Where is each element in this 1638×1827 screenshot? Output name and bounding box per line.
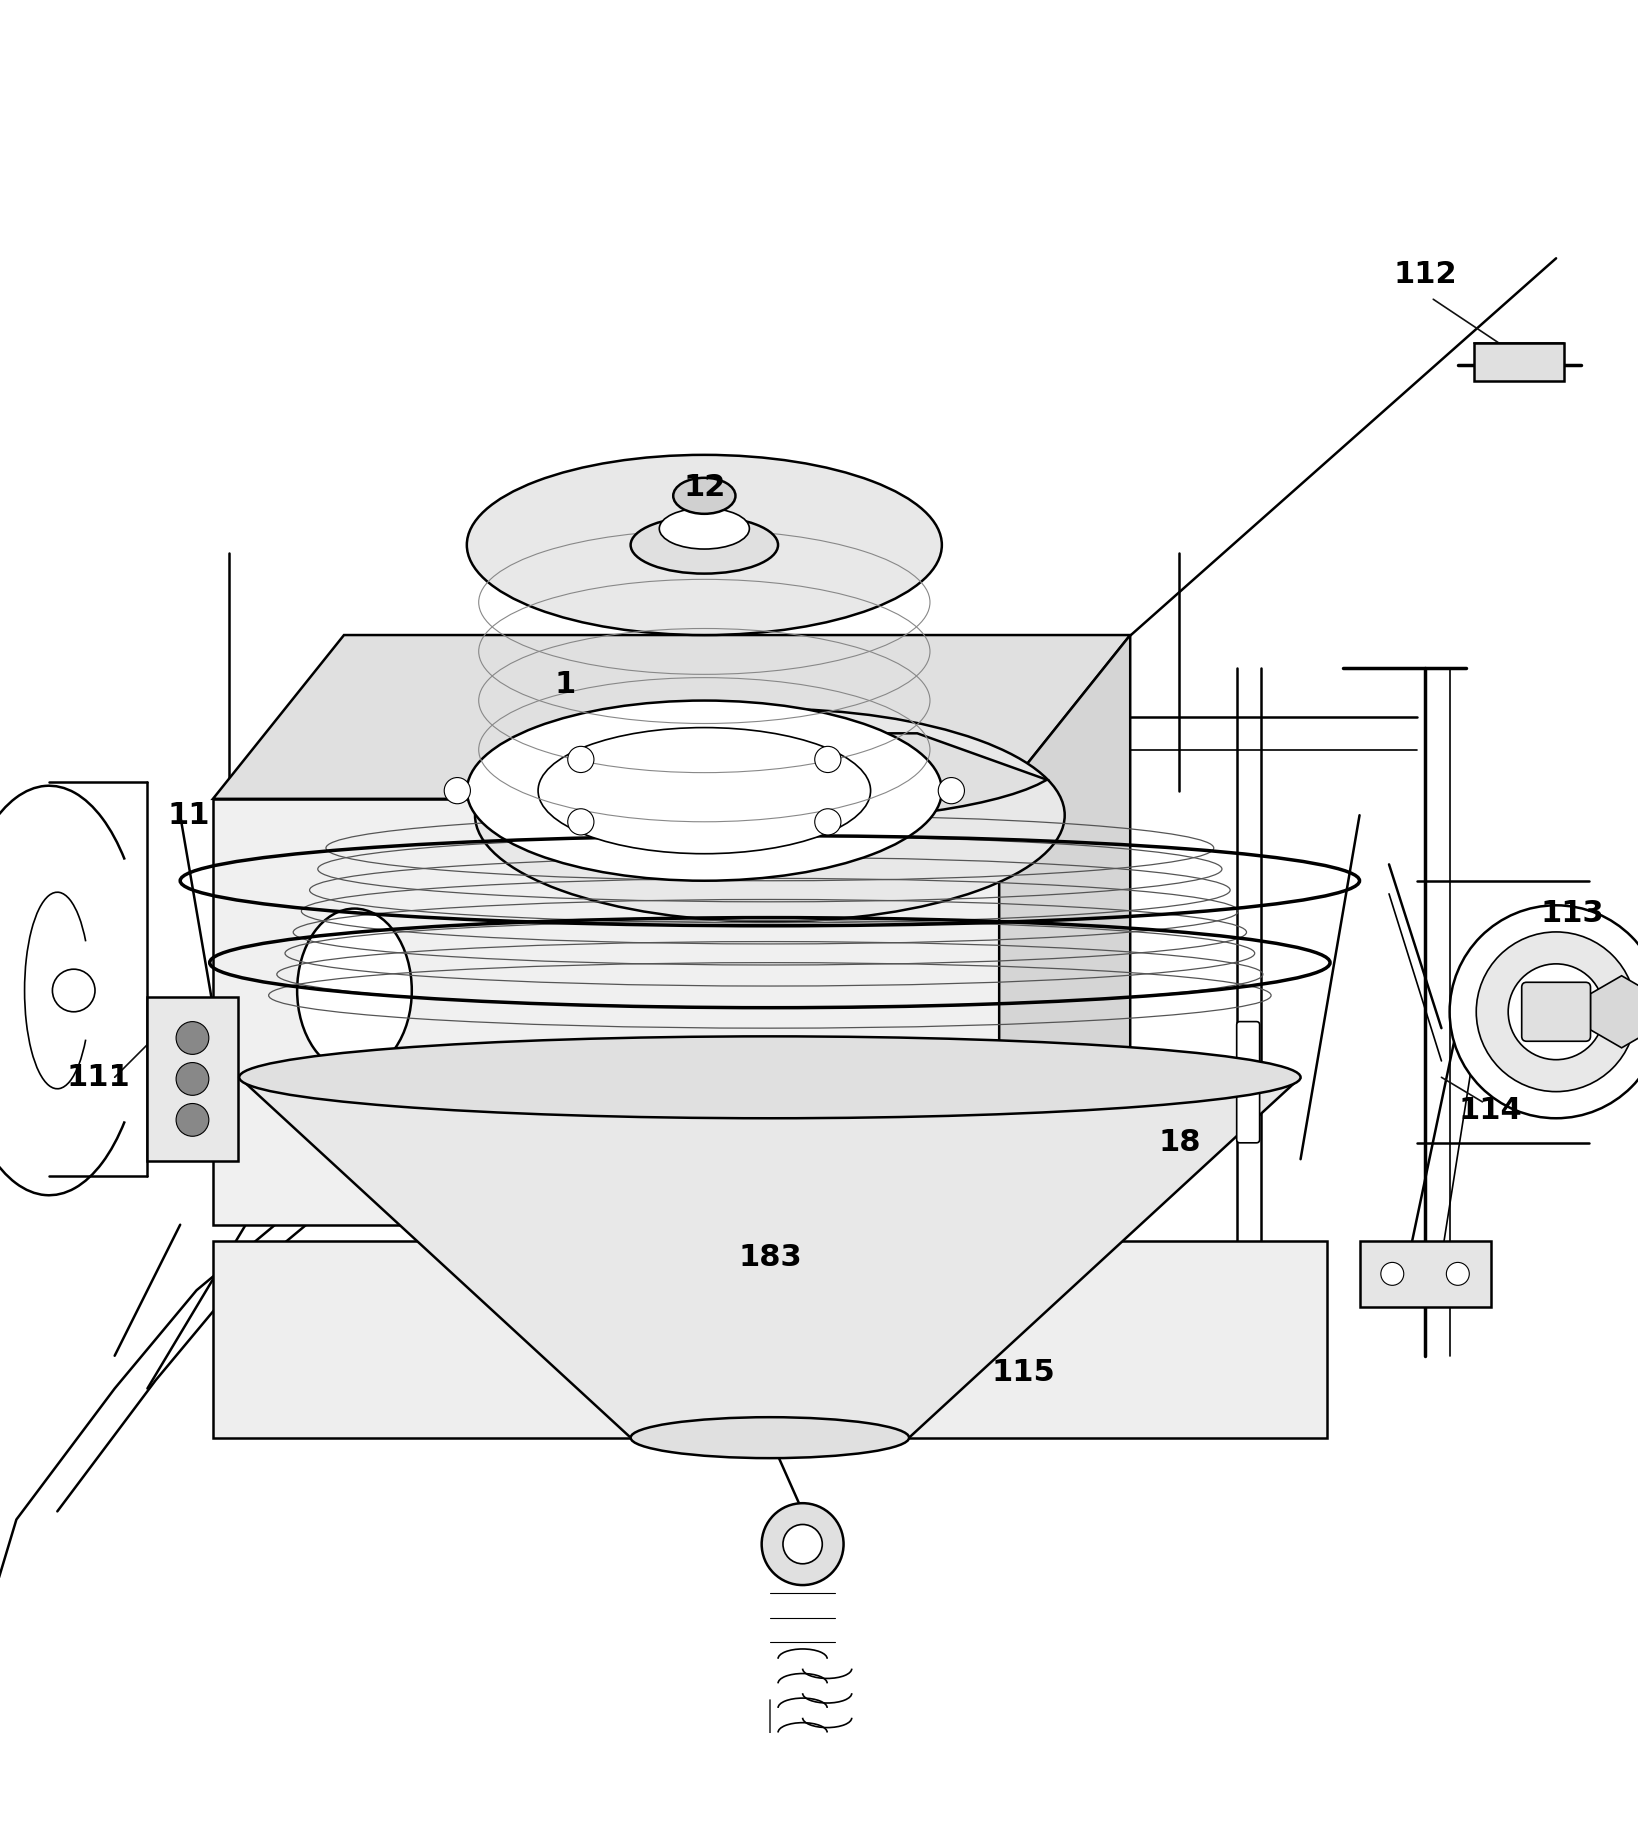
Polygon shape <box>999 636 1130 1224</box>
FancyBboxPatch shape <box>1237 1021 1260 1144</box>
Polygon shape <box>213 636 1130 798</box>
Polygon shape <box>147 998 238 1160</box>
Text: 114: 114 <box>1459 1096 1522 1125</box>
Circle shape <box>1450 906 1638 1118</box>
Circle shape <box>1381 1262 1404 1286</box>
Circle shape <box>568 747 595 773</box>
Circle shape <box>783 1524 822 1564</box>
Circle shape <box>52 968 95 1012</box>
Ellipse shape <box>631 517 778 574</box>
Text: 1: 1 <box>555 671 575 698</box>
Circle shape <box>814 747 840 773</box>
Circle shape <box>1509 965 1604 1060</box>
Polygon shape <box>1474 343 1564 382</box>
Polygon shape <box>213 1241 1327 1438</box>
Text: 183: 183 <box>739 1242 801 1272</box>
Ellipse shape <box>467 700 942 881</box>
Circle shape <box>762 1504 844 1586</box>
Circle shape <box>1446 1262 1469 1286</box>
Polygon shape <box>1590 976 1638 1049</box>
Circle shape <box>568 809 595 835</box>
Circle shape <box>939 778 965 804</box>
Text: 12: 12 <box>683 473 726 502</box>
Polygon shape <box>213 798 999 1224</box>
Ellipse shape <box>673 479 735 513</box>
Text: 18: 18 <box>1158 1129 1201 1156</box>
Polygon shape <box>1360 1241 1491 1306</box>
Circle shape <box>1476 932 1636 1091</box>
Circle shape <box>175 1063 210 1096</box>
Text: 115: 115 <box>993 1357 1055 1387</box>
Polygon shape <box>239 1078 1301 1438</box>
Ellipse shape <box>539 727 871 853</box>
Ellipse shape <box>467 455 942 636</box>
Text: 112: 112 <box>1394 259 1456 289</box>
Circle shape <box>175 1021 210 1054</box>
Polygon shape <box>493 733 1047 822</box>
Ellipse shape <box>296 908 411 1072</box>
Text: 111: 111 <box>67 1063 129 1093</box>
Ellipse shape <box>475 709 1065 921</box>
FancyBboxPatch shape <box>1522 983 1590 1041</box>
Ellipse shape <box>239 1036 1301 1118</box>
Circle shape <box>175 1104 210 1136</box>
Text: 11: 11 <box>167 800 210 829</box>
Circle shape <box>814 809 840 835</box>
Ellipse shape <box>658 508 750 550</box>
Ellipse shape <box>631 1418 909 1458</box>
Circle shape <box>444 778 470 804</box>
Text: 113: 113 <box>1541 899 1604 928</box>
